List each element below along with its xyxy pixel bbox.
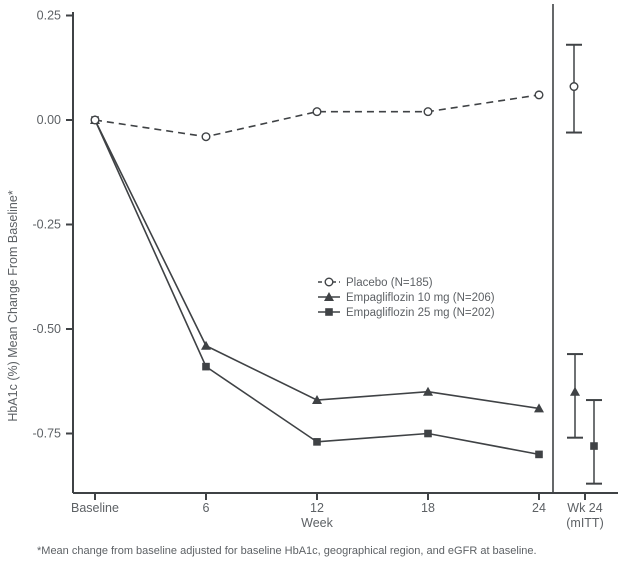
series-line-2 (94, 119, 540, 456)
x-axis-title: Week (301, 516, 333, 530)
data-point-open-circle-icon (423, 107, 433, 117)
series-line-0 (94, 94, 540, 138)
y-tick-label: -0.25 (33, 218, 62, 232)
legend-label-empagliflozin-25mg: Empagliflozin 25 mg (N=202) (346, 307, 495, 319)
y-tick-label: -0.50 (33, 322, 62, 336)
legend-marker-filled-square-icon (318, 308, 340, 316)
y-axis: 0.25 0.00 -0.25 -0.50 -0.75 (33, 9, 74, 493)
plot-series (90, 90, 544, 459)
data-point-filled-square-icon (202, 362, 210, 371)
data-point-open-circle-icon (534, 90, 544, 100)
data-point-open-circle-icon (90, 115, 100, 125)
series-line-1 (94, 119, 540, 410)
y-tick-label: -0.75 (33, 427, 62, 441)
y-tick-label: 0.25 (37, 9, 61, 23)
footnote: *Mean change from baseline adjusted for … (37, 545, 537, 557)
legend: Placebo (N=185) Empagliflozin 10 mg (N=2… (318, 277, 495, 319)
legend-label-placebo: Placebo (N=185) (346, 277, 433, 289)
data-point-filled-triangle-icon (324, 292, 334, 301)
data-point-filled-square-icon (590, 442, 598, 450)
legend-item-placebo: Placebo (N=185) (318, 277, 433, 289)
data-point-filled-triangle-icon (570, 386, 580, 396)
x-tick-label: 18 (421, 501, 435, 515)
data-point-filled-triangle-icon (201, 340, 211, 350)
y-tick-label: 0.00 (37, 113, 61, 127)
x-axis: Baseline 6 12 18 24 (71, 492, 618, 515)
x-tick-label: 24 (532, 501, 546, 515)
data-point-filled-square-icon (313, 438, 321, 446)
y-axis-title: HbA1c (%) Mean Change From Baseline* (6, 190, 20, 421)
legend-item-empagliflozin-10mg: Empagliflozin 10 mg (N=206) (318, 292, 495, 304)
data-point-filled-square-icon (424, 429, 432, 438)
x-tick-label: 6 (203, 501, 210, 515)
legend-marker-open-circle-icon (318, 277, 340, 287)
data-point-filled-triangle-icon (534, 403, 544, 413)
legend-item-empagliflozin-25mg: Empagliflozin 25 mg (N=202) (318, 307, 495, 319)
mitt-error-bars (566, 43, 602, 485)
data-point-filled-triangle-icon (423, 386, 433, 396)
legend-marker-filled-triangle-icon (318, 292, 340, 301)
data-point-filled-square-icon (325, 308, 333, 316)
data-point-open-circle-icon (324, 277, 334, 287)
mitt-error-bar-0 (566, 43, 582, 134)
mitt-error-bar-1 (567, 353, 583, 439)
x-tick-label: 12 (310, 501, 324, 515)
wk24-mitt-label-line1: Wk 24 (567, 501, 602, 515)
data-point-open-circle-icon (569, 82, 579, 92)
mitt-error-bar-2 (586, 399, 602, 485)
data-point-open-circle-icon (312, 107, 322, 117)
data-point-filled-square-icon (535, 450, 543, 459)
x-tick-label: Baseline (71, 501, 119, 515)
data-point-filled-triangle-icon (312, 395, 322, 405)
wk24-mitt-label-line2: (mITT) (566, 516, 603, 530)
legend-label-empagliflozin-10mg: Empagliflozin 10 mg (N=206) (346, 292, 495, 304)
data-point-open-circle-icon (201, 132, 211, 142)
